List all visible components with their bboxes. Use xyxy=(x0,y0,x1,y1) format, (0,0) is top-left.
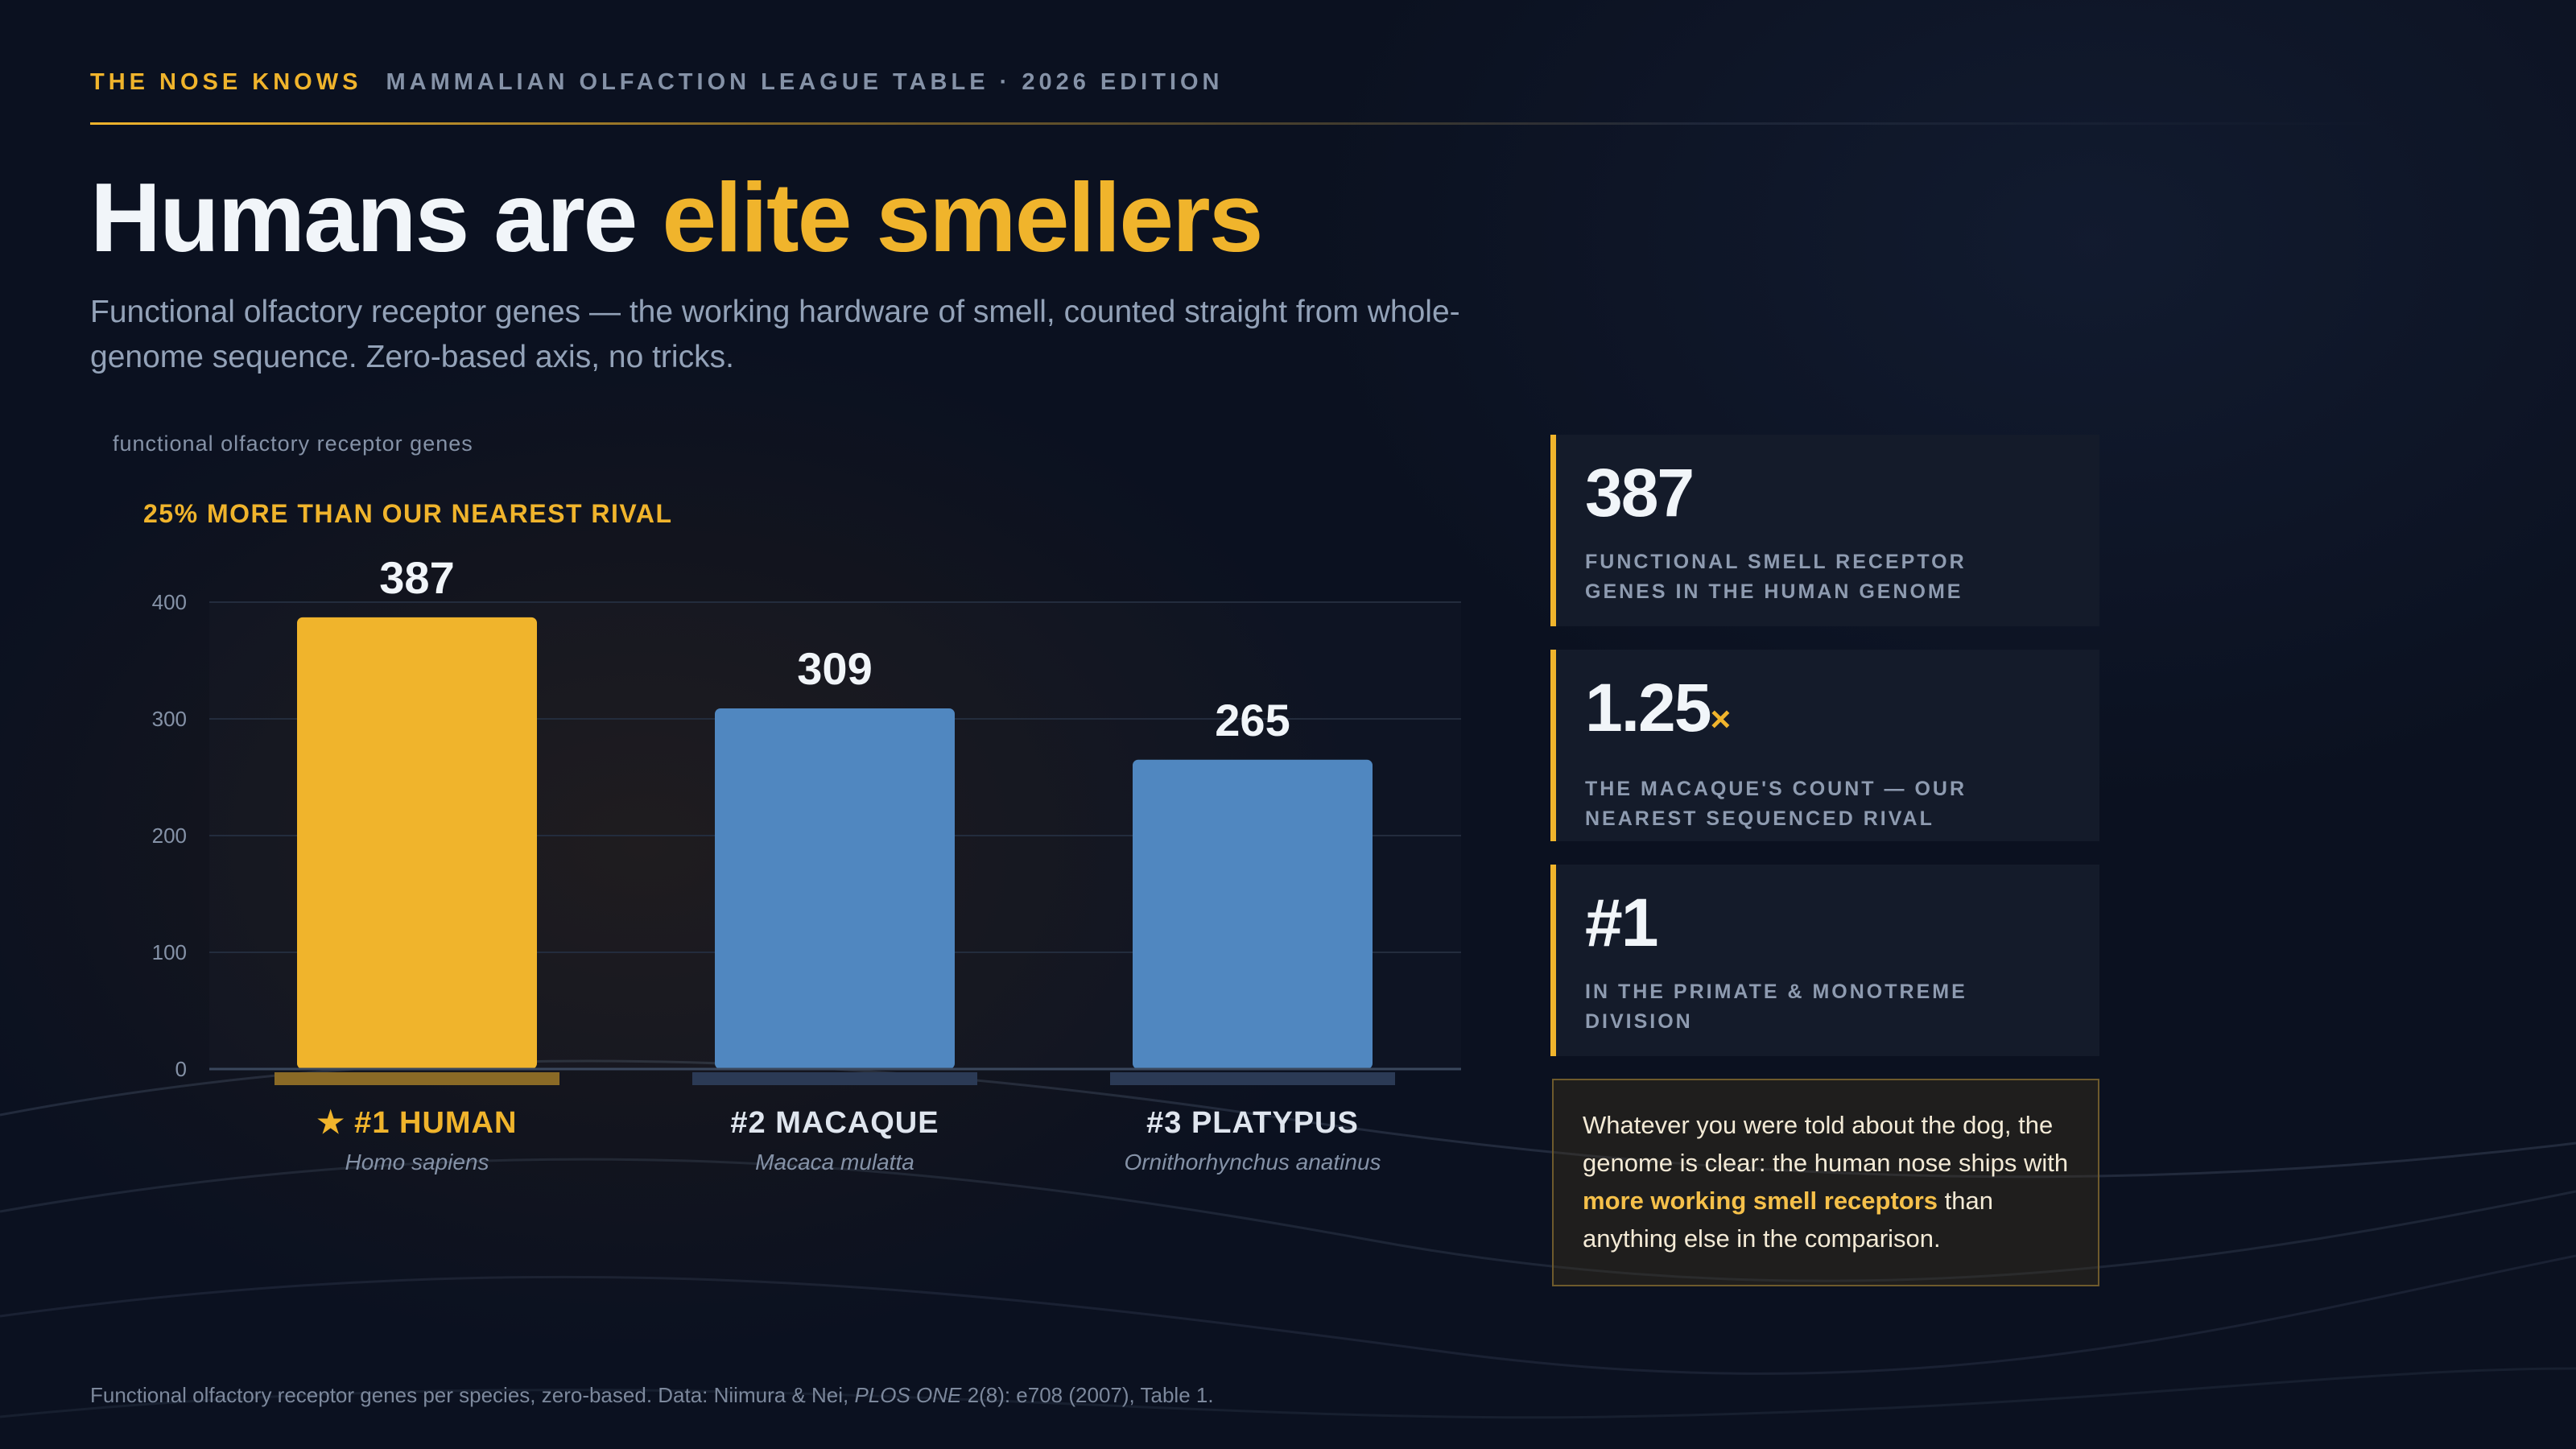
stat-value: 387 xyxy=(1585,459,2099,526)
value-label: 265 xyxy=(1215,695,1290,745)
bar-base xyxy=(1110,1072,1395,1085)
stat-label: FUNCTIONAL SMELL RECEPTOR GENES IN THE H… xyxy=(1585,551,1967,603)
stat-card-ratio: 1.25× THE MACAQUE'S COUNT — OUR NEAREST … xyxy=(1550,650,2099,841)
species-label: Homo sapiens xyxy=(345,1150,489,1174)
y-tick-label: 0 xyxy=(175,1057,187,1081)
page-subtitle: Functional olfactory receptor genes — th… xyxy=(90,295,1460,374)
footnote-citation: 2(8): e708 (2007), Table 1. xyxy=(961,1383,1214,1407)
stat-card-count: 387 FUNCTIONAL SMELL RECEPTOR GENES IN T… xyxy=(1550,435,2099,626)
stat-number: #1 xyxy=(1585,885,1658,960)
stat-value: #1 xyxy=(1585,889,2099,956)
value-label: 387 xyxy=(379,552,454,603)
y-tick-label: 400 xyxy=(152,590,187,614)
note-highlight: more working smell receptors xyxy=(1583,1187,1938,1215)
title-accent: elite smellers xyxy=(662,163,1263,272)
category-label: #2 MACAQUE xyxy=(730,1106,939,1140)
category-label: #3 PLATYPUS xyxy=(1146,1106,1359,1140)
stat-number: 1.25 xyxy=(1585,670,1711,745)
y-tick-label: 200 xyxy=(152,824,187,848)
multiplier-sign: × xyxy=(1710,700,1732,739)
stat-label: IN THE PRIMATE & MONOTREME DIVISION xyxy=(1585,980,1967,1033)
bar-base xyxy=(692,1072,977,1085)
stat-number: 387 xyxy=(1585,455,1695,530)
footnote-journal: PLOS ONE xyxy=(854,1383,962,1407)
series-label: MAMMALIAN OLFACTION LEAGUE TABLE · 2026 … xyxy=(386,69,1224,95)
brand-label: THE NOSE KNOWS xyxy=(90,69,362,95)
callout-note: Whatever you were told about the dog, th… xyxy=(1552,1079,2099,1286)
bar-macaque xyxy=(715,708,955,1069)
footnote-text: Functional olfactory receptor genes per … xyxy=(90,1383,855,1407)
y-axis-label: functional olfactory receptor genes xyxy=(113,431,473,456)
category-label: ★ #1 HUMAN xyxy=(317,1106,518,1140)
title-plain: Humans are xyxy=(90,163,663,272)
bar-base xyxy=(275,1072,559,1085)
y-tick-label: 300 xyxy=(152,707,187,731)
kicker: THE NOSE KNOWS MAMMALIAN OLFACTION LEAGUE… xyxy=(90,69,1224,96)
page-title: Humans are elite smellers xyxy=(90,161,1263,274)
note-text-after: than anything else in the comparison. xyxy=(1583,1187,1993,1253)
species-label: Macaca mulatta xyxy=(755,1150,914,1174)
chart-annotation: 25% MORE THAN OUR NEAREST RIVAL xyxy=(143,499,673,528)
bar-platypus xyxy=(1133,759,1373,1069)
species-label: Ornithorhynchus anatinus xyxy=(1124,1150,1381,1174)
stat-card-rank: #1 IN THE PRIMATE & MONOTREME DIVISION xyxy=(1550,865,2099,1056)
header-rule xyxy=(90,122,2384,125)
value-label: 309 xyxy=(797,643,872,694)
bar-human xyxy=(297,617,537,1069)
note-text-before: Whatever you were told about the dog, th… xyxy=(1583,1111,2069,1177)
stat-label: THE MACAQUE'S COUNT — OUR NEAREST SEQUEN… xyxy=(1585,778,1967,830)
source-footnote: Functional olfactory receptor genes per … xyxy=(90,1383,1214,1408)
stat-value: 1.25× xyxy=(1585,674,2099,753)
bar-chart: functional olfactory receptor genes 0 100 2… xyxy=(113,431,1461,1174)
y-tick-label: 100 xyxy=(152,940,187,964)
